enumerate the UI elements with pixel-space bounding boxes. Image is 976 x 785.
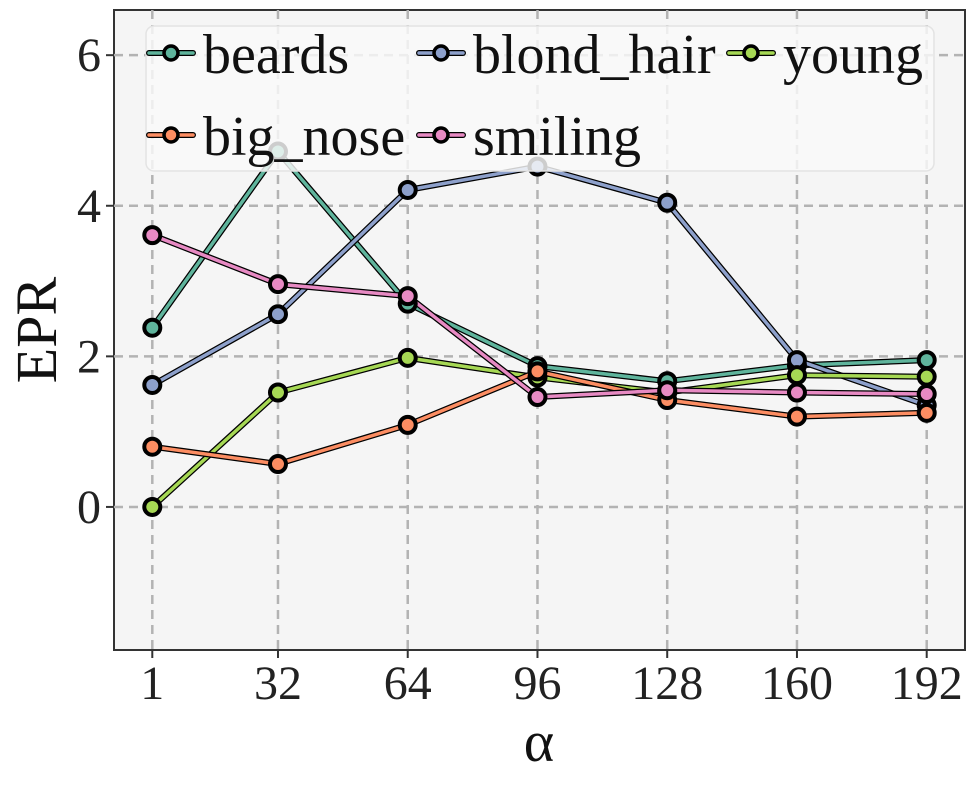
x-tick-label: 192	[891, 657, 963, 710]
legend-label-young: young	[783, 24, 923, 86]
data-point-blond-hair	[142, 374, 163, 395]
data-point-blond-hair	[267, 304, 288, 325]
data-point-smiling	[657, 380, 678, 401]
axis-ticks: 1 32 64 96 128 160 192 0 2 4 6	[77, 29, 963, 710]
y-tick-label: 0	[77, 481, 101, 534]
y-tick-label: 2	[77, 330, 101, 383]
legend-key-marker-beards	[162, 44, 180, 62]
data-point-blond-hair	[397, 179, 418, 200]
y-tick-label: 4	[77, 180, 101, 233]
data-point-young	[267, 382, 288, 403]
x-tick-label: 128	[631, 657, 703, 710]
legend-key-marker-blond-hair	[432, 44, 450, 62]
data-point-smiling	[786, 382, 807, 403]
legend-key-marker-big-nose	[162, 126, 180, 144]
data-point-big-nose	[786, 406, 807, 427]
data-point-young	[786, 365, 807, 386]
data-point-young	[397, 347, 418, 368]
x-tick-label: 1	[140, 657, 164, 710]
legend-box	[145, 25, 935, 172]
legend-label-smiling: smiling	[473, 106, 641, 168]
data-point-young	[916, 366, 937, 387]
data-point-big-nose	[267, 454, 288, 475]
legend-label-blond-hair: blond_hair	[473, 24, 716, 86]
data-point-big-nose	[916, 402, 937, 423]
legend-key-marker-smiling	[432, 126, 450, 144]
x-tick-label: 64	[384, 657, 432, 710]
data-point-smiling	[142, 225, 163, 246]
data-point-big-nose	[142, 436, 163, 457]
data-point-smiling	[267, 274, 288, 295]
x-tick-label: 32	[254, 657, 302, 710]
data-point-big-nose	[527, 361, 548, 382]
x-tick-label: 96	[513, 657, 561, 710]
data-point-big-nose	[397, 414, 418, 435]
x-axis-title: α	[524, 709, 554, 774]
data-point-beards	[142, 317, 163, 338]
legend-label-big-nose: big_nose	[203, 106, 405, 168]
data-point-beards	[916, 350, 937, 371]
legend-key-marker-young	[742, 44, 760, 62]
y-axis-title: EPR	[4, 277, 69, 384]
y-tick-label: 6	[77, 29, 101, 82]
data-point-blond-hair	[657, 192, 678, 213]
data-point-young	[142, 496, 163, 517]
data-point-smiling	[397, 286, 418, 307]
data-point-smiling	[916, 384, 937, 404]
x-tick-label: 160	[761, 657, 833, 710]
data-point-smiling	[527, 387, 548, 408]
legend-label-beards: beards	[203, 24, 349, 86]
legend: beards blond_hair young big_nose smiling	[145, 24, 935, 172]
